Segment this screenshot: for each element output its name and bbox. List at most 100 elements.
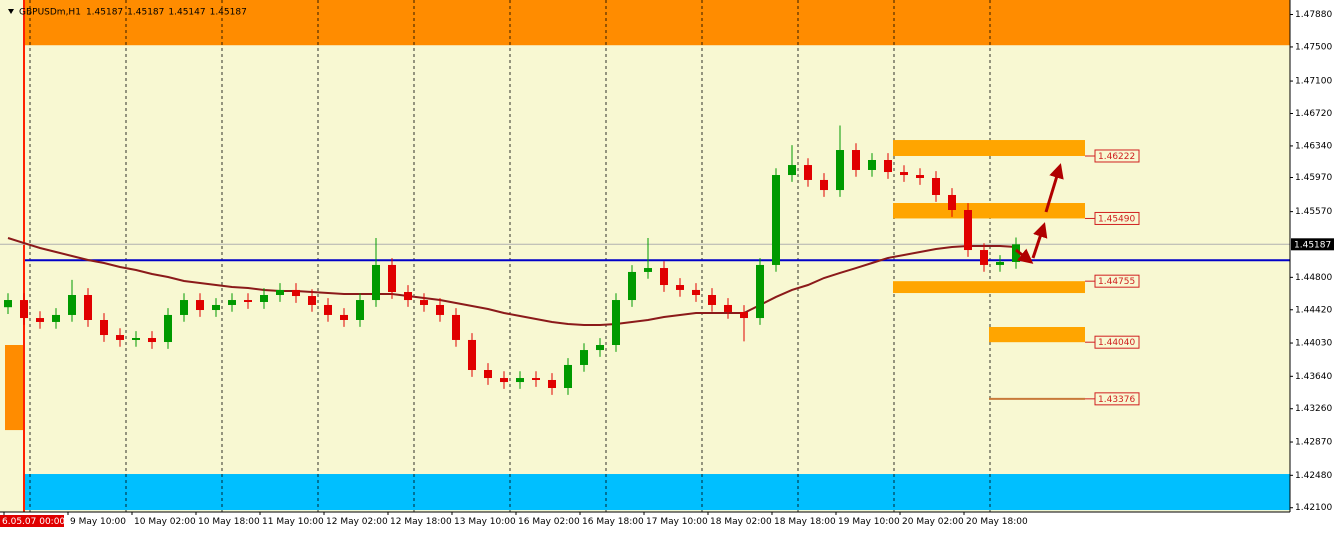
candle-body xyxy=(884,160,892,173)
chart-title: GBPUSDm,H1 xyxy=(19,8,81,18)
candle-body xyxy=(788,165,796,176)
target-zone xyxy=(893,281,1085,294)
x-tick-label: 11 May 10:00 xyxy=(262,517,324,527)
candle-body xyxy=(484,370,492,379)
y-tick-label: 1.43640 xyxy=(1295,372,1332,382)
y-tick-label: 1.47500 xyxy=(1295,42,1332,52)
candle-body xyxy=(260,294,268,302)
target-zone xyxy=(893,203,1085,219)
candle-body xyxy=(164,314,172,343)
candle-body xyxy=(820,179,828,191)
candle-body xyxy=(132,338,140,340)
zone-band xyxy=(25,0,1290,46)
candle-body xyxy=(948,194,956,211)
level-label-box xyxy=(1094,149,1140,163)
candle-body xyxy=(420,300,428,305)
arrow xyxy=(1044,163,1064,213)
last-price-tag xyxy=(1291,238,1334,251)
x-tick-label: 12 May 02:00 xyxy=(326,517,388,527)
candle-body xyxy=(452,314,460,340)
header-value: 1.45187 xyxy=(210,8,247,18)
candle-body xyxy=(324,304,332,315)
moving-average xyxy=(7,237,1017,327)
header-value: 1.45147 xyxy=(168,8,205,18)
y-tick-label: 1.42870 xyxy=(1295,438,1332,448)
candle-body xyxy=(20,300,28,319)
x-tick-label: 16 May 02:00 xyxy=(518,517,580,527)
y-tick-label: 1.47100 xyxy=(1295,77,1332,87)
candle-body xyxy=(612,300,620,346)
candle-body xyxy=(516,378,524,383)
level-label-box xyxy=(1094,335,1140,349)
x-tick-label: 6.05.07 00:00 xyxy=(2,517,65,527)
menu-triangle[interactable] xyxy=(8,9,14,14)
y-tick-label: 1.42480 xyxy=(1295,471,1332,481)
candle-body xyxy=(276,289,284,295)
candle-body xyxy=(180,300,188,315)
y-tick-label: 1.42100 xyxy=(1295,503,1332,513)
level-label: 1.45490 xyxy=(1098,214,1135,224)
zone-band xyxy=(25,474,1290,511)
candle-body xyxy=(84,294,92,320)
zone-band xyxy=(5,345,24,431)
candle-body xyxy=(756,264,764,319)
candle-body xyxy=(900,172,908,176)
candle-body xyxy=(148,338,156,343)
x-tick-label: 12 May 18:00 xyxy=(390,517,452,527)
level-label-box xyxy=(1094,392,1140,406)
candle-body xyxy=(692,289,700,295)
candle-body xyxy=(244,300,252,302)
candle-body xyxy=(36,318,44,322)
candle-body xyxy=(708,294,716,305)
target-zone xyxy=(893,140,1085,156)
arrows xyxy=(1015,163,1064,264)
candle-body xyxy=(660,268,668,286)
candle-body xyxy=(308,296,316,305)
level-label-box xyxy=(1094,274,1140,288)
y-tick-label: 1.44800 xyxy=(1295,273,1332,283)
candle-body xyxy=(388,264,396,293)
candle-body xyxy=(772,175,780,265)
candle-body xyxy=(436,304,444,315)
candle-body xyxy=(564,364,572,389)
candle-body xyxy=(868,160,876,170)
candle-body xyxy=(548,379,556,389)
candle-body xyxy=(628,271,636,301)
level-label: 1.43376 xyxy=(1098,395,1135,405)
candle-body xyxy=(4,300,12,308)
x-tick-label: 19 May 10:00 xyxy=(838,517,900,527)
x-tick-label: 10 May 18:00 xyxy=(198,517,260,527)
arrow xyxy=(1031,222,1048,259)
x-tick-label: 20 May 02:00 xyxy=(902,517,964,527)
x-tick-label: 9 May 10:00 xyxy=(70,517,126,527)
candle-body xyxy=(596,345,604,351)
y-tick-label: 1.47880 xyxy=(1295,10,1332,20)
level-label: 1.44040 xyxy=(1098,338,1135,348)
candle-body xyxy=(292,289,300,297)
candle-body xyxy=(932,178,940,195)
y-tick-label: 1.45970 xyxy=(1295,173,1332,183)
x-tick-label: 20 May 18:00 xyxy=(966,517,1028,527)
x-tick-label: 17 May 10:00 xyxy=(646,517,708,527)
candle-body xyxy=(580,350,588,365)
y-tick-label: 1.46340 xyxy=(1295,141,1332,151)
candle-body xyxy=(980,250,988,265)
candle-body xyxy=(372,264,380,301)
candle-body xyxy=(724,304,732,312)
candle-body xyxy=(340,314,348,320)
candle-body xyxy=(996,261,1004,265)
candle-body xyxy=(740,311,748,319)
level-label-box xyxy=(1094,211,1140,225)
y-tick-label: 1.44420 xyxy=(1295,305,1332,315)
arrow xyxy=(1015,248,1034,264)
x-tick-label: 18 May 02:00 xyxy=(710,517,772,527)
candle-body xyxy=(68,294,76,315)
y-tick-label: 1.45570 xyxy=(1295,207,1332,217)
candle-body xyxy=(468,339,476,371)
candle-body xyxy=(836,150,844,191)
candle-body xyxy=(212,304,220,311)
candle-body xyxy=(228,300,236,305)
candle-body xyxy=(532,378,540,380)
x-tick-label: 16 May 18:00 xyxy=(582,517,644,527)
x-tick-label: 13 May 10:00 xyxy=(454,517,516,527)
